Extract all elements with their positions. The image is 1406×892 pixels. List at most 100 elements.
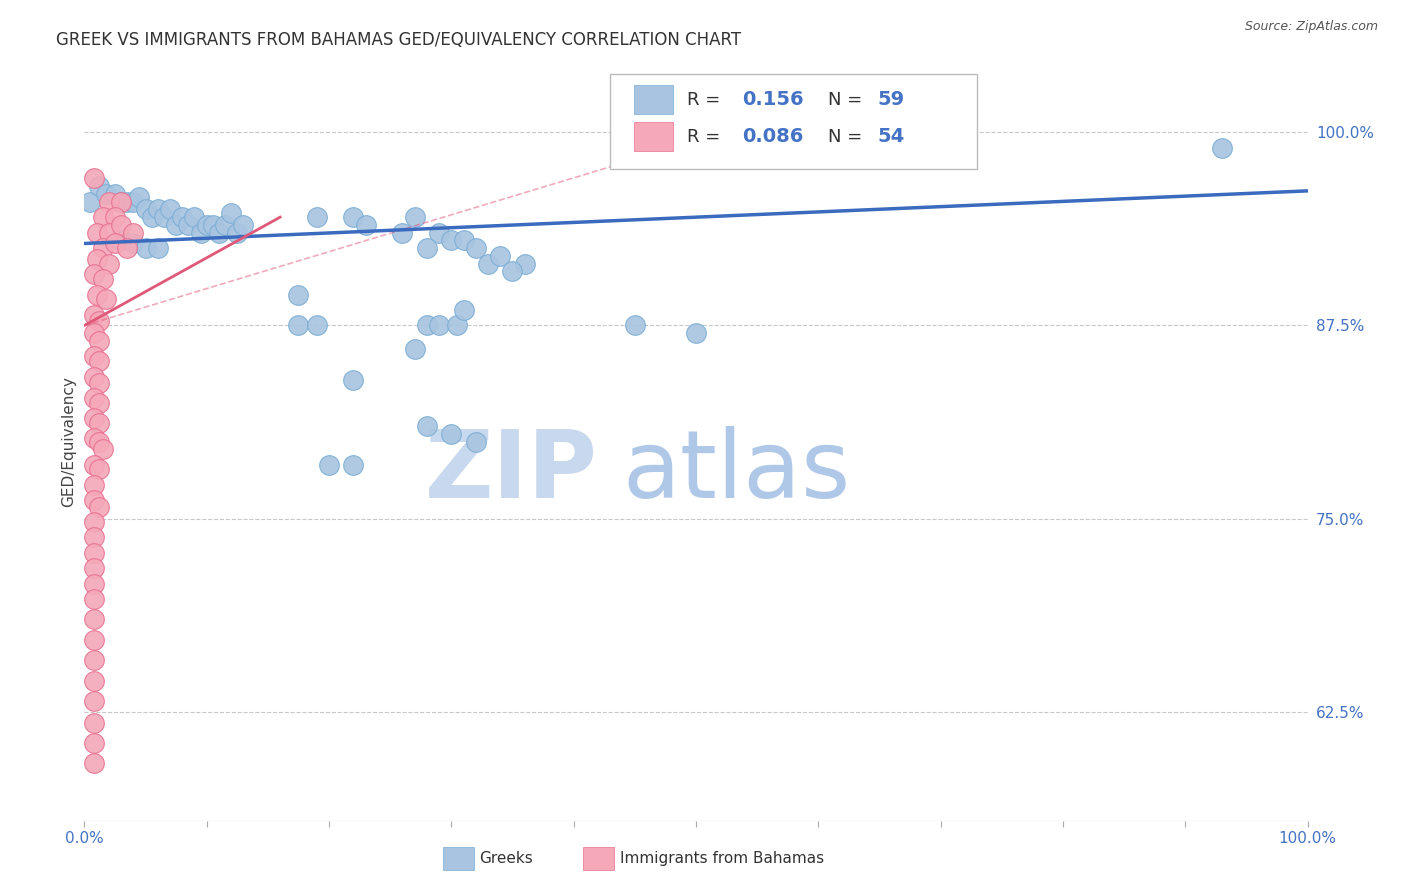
Point — [128, 190, 150, 204]
Point — [159, 202, 181, 217]
Point — [427, 226, 450, 240]
Point — [87, 416, 110, 430]
Point — [83, 612, 105, 626]
Point — [87, 462, 110, 476]
Point — [83, 531, 105, 545]
Point — [83, 632, 105, 647]
Point — [83, 350, 105, 364]
Point — [91, 241, 114, 255]
Point — [91, 442, 114, 457]
Point — [110, 233, 132, 247]
Point — [464, 434, 486, 449]
Point — [104, 236, 127, 251]
Point — [91, 272, 114, 286]
Y-axis label: GED/Equivalency: GED/Equivalency — [60, 376, 76, 507]
Point — [87, 500, 110, 514]
Point — [146, 241, 169, 255]
Point — [83, 411, 105, 425]
Point — [115, 241, 138, 255]
FancyBboxPatch shape — [634, 85, 672, 114]
Point — [453, 233, 475, 247]
Point — [83, 561, 105, 575]
Point — [153, 210, 176, 224]
Point — [122, 226, 145, 240]
Point — [195, 218, 218, 232]
Point — [427, 318, 450, 333]
Text: atlas: atlas — [623, 425, 851, 518]
Point — [110, 194, 132, 209]
Point — [287, 318, 309, 333]
Point — [83, 268, 105, 282]
Point — [305, 318, 328, 333]
Point — [226, 226, 249, 240]
Text: R =: R = — [688, 128, 721, 145]
Point — [104, 210, 127, 224]
Point — [83, 391, 105, 405]
Point — [83, 694, 105, 708]
Point — [416, 241, 439, 255]
Point — [354, 218, 377, 232]
Point — [86, 226, 108, 240]
Point — [404, 342, 426, 356]
Text: 0.156: 0.156 — [742, 90, 804, 109]
Point — [685, 326, 707, 341]
Text: N =: N = — [828, 128, 862, 145]
Point — [214, 218, 236, 232]
Point — [83, 577, 105, 591]
Text: ZIP: ZIP — [425, 425, 598, 518]
Point — [97, 257, 120, 271]
Point — [87, 354, 110, 368]
Point — [135, 241, 157, 255]
Point — [201, 218, 224, 232]
Point — [87, 334, 110, 348]
Point — [87, 434, 110, 449]
Point — [219, 205, 242, 219]
Point — [342, 458, 364, 472]
Point — [208, 226, 231, 240]
Point — [172, 210, 194, 224]
Point — [86, 252, 108, 266]
Point — [177, 218, 200, 232]
Point — [97, 226, 120, 240]
Point — [110, 194, 132, 209]
Point — [83, 716, 105, 731]
Point — [141, 210, 163, 224]
Point — [446, 318, 468, 333]
Point — [83, 493, 105, 508]
Point — [135, 202, 157, 217]
Text: 54: 54 — [877, 128, 904, 146]
Point — [79, 194, 101, 209]
Point — [624, 318, 647, 333]
Point — [87, 179, 110, 194]
Point — [440, 426, 463, 441]
Point — [83, 369, 105, 384]
Point — [96, 186, 118, 201]
Point — [91, 210, 114, 224]
Point — [391, 226, 413, 240]
Point — [83, 458, 105, 472]
Point — [83, 736, 105, 750]
Point — [416, 419, 439, 434]
Point — [416, 318, 439, 333]
Point — [87, 376, 110, 390]
Point — [83, 653, 105, 667]
Point — [122, 236, 145, 251]
Point — [87, 314, 110, 328]
Point — [83, 432, 105, 446]
Text: 0.086: 0.086 — [742, 128, 804, 146]
Point — [86, 287, 108, 301]
Text: 59: 59 — [877, 90, 904, 109]
Point — [96, 292, 118, 306]
FancyBboxPatch shape — [634, 122, 672, 151]
Point — [83, 592, 105, 607]
Point — [97, 194, 120, 209]
Point — [83, 674, 105, 689]
Text: Source: ZipAtlas.com: Source: ZipAtlas.com — [1244, 20, 1378, 33]
Point — [104, 186, 127, 201]
Point — [1211, 140, 1233, 154]
Point — [477, 257, 499, 271]
Point — [122, 194, 145, 209]
Point — [183, 210, 205, 224]
Point — [83, 308, 105, 322]
Point — [489, 249, 512, 263]
